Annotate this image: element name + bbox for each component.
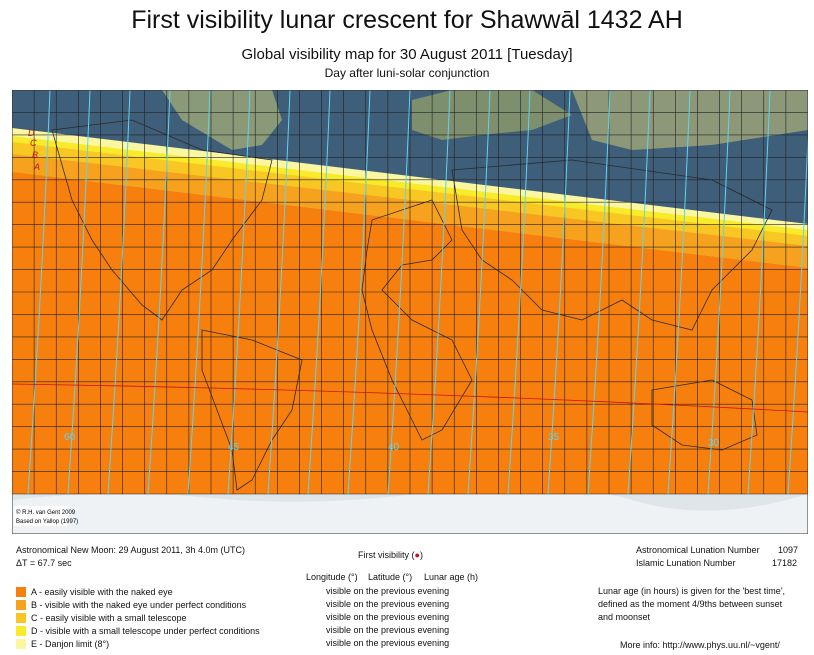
meridian-curve (427, 90, 451, 495)
islamic-lunation-label: Islamic Lunation Number (636, 558, 736, 568)
meridian-curve (467, 90, 491, 495)
lunation-number-label: Astronomical Lunation Number (636, 545, 760, 555)
lunar-age-note-1: Lunar age (in hours) is given for the 'b… (598, 586, 786, 596)
islamic-lunation-value: 17182 (772, 558, 798, 568)
europe-africa-outline (361, 199, 473, 441)
legend-row: A - easily visible with the naked eye (16, 586, 173, 598)
meridian-curve (27, 90, 51, 495)
legend-row: C - easily visible with a small telescop… (16, 612, 187, 624)
legend-label: E - Danjon limit (8°) (31, 639, 110, 649)
lat-long-grid (12, 90, 808, 495)
meridian-curve (667, 90, 691, 495)
meridian-label-40: 40 (388, 442, 400, 453)
asia-outline (451, 159, 773, 331)
meridian-curve (147, 90, 171, 495)
north-america-outline (51, 119, 273, 321)
zone-letter-c: C (30, 138, 37, 148)
south-america-outline (201, 329, 303, 491)
meridian-curve (507, 90, 531, 495)
legend-label: B - visible with the naked eye under per… (31, 600, 247, 610)
legend-row: D - visible with a small telescope under… (16, 625, 260, 637)
meridian-curve (67, 90, 91, 495)
antarctic-coast (12, 485, 808, 534)
legend-visibility-note: visible on the previous evening (326, 638, 450, 648)
column-longitude: Longitude (°) (306, 572, 358, 582)
legend-row: B - visible with the naked eye under per… (16, 599, 246, 611)
meridian-curve (587, 90, 611, 495)
lunar-age-note-2: defined as the moment 4/9ths between sun… (598, 599, 783, 609)
legend-swatch (16, 587, 26, 597)
meridian-curve (187, 90, 211, 495)
meridian-curve (547, 90, 571, 495)
first-visibility-close: ) (419, 550, 423, 560)
first-visibility-heading: First visibility (●) (358, 550, 423, 560)
red-reference-line (12, 383, 808, 413)
first-visibility-marker-icon: ● (414, 550, 420, 560)
australia-outline (651, 379, 758, 451)
legend-swatch (16, 626, 26, 636)
meridian-label-45: 45 (228, 442, 240, 453)
meridian-curve (707, 90, 731, 495)
legend-visibility-note: visible on the previous evening (326, 625, 450, 635)
credit-line-2: Based on Yallop (1997) (16, 519, 78, 525)
meridian-label-60: 60 (64, 432, 76, 443)
meridian-curve (267, 90, 291, 495)
legend-visibility-note: visible on the previous evening (326, 612, 450, 622)
visibility-map: 60 45 40 35 30 D C B A © R.H. van Gent 2… (12, 90, 808, 534)
legend-label: A - easily visible with the naked eye (31, 587, 173, 597)
continent-outlines (51, 119, 773, 491)
meridian-curve (747, 90, 771, 495)
page-title: First visibility lunar crescent for Shaw… (131, 6, 683, 34)
meridian-curve (387, 90, 411, 495)
zone-letter-d: D (28, 128, 35, 138)
meridian-curve (627, 90, 651, 495)
meridian-labels: 60 45 40 35 30 (64, 432, 720, 453)
legend-swatch (16, 639, 26, 649)
meridian-curve (107, 90, 131, 495)
column-latitude: Latitude (°) (368, 572, 413, 582)
credit-box (14, 506, 68, 526)
first-visibility-label: First visibility ( (358, 550, 415, 560)
meridian-label-30: 30 (708, 438, 720, 449)
lunation-number-value: 1097 (778, 545, 799, 555)
legend-visibility-note: visible on the previous evening (326, 586, 450, 596)
map-subtitle: Global visibility map for 30 August 2011… (241, 46, 573, 63)
more-info-link[interactable]: More info: http://www.phys.uu.nl/~vgent/ (620, 640, 780, 650)
credit-line-1: © R.H. van Gent 2009 (16, 509, 76, 516)
legend-label: C - easily visible with a small telescop… (31, 613, 187, 623)
new-moon-info: Astronomical New Moon: 29 August 2011, 3… (16, 545, 245, 555)
zone-letter-a: A (33, 162, 40, 172)
zone-letters: D C B A (28, 128, 40, 172)
meridian-curve (227, 90, 251, 495)
lunar-age-note-3: and moonset (598, 612, 651, 622)
meridian-curve (307, 90, 331, 495)
legend-label: D - visible with a small telescope under… (31, 626, 260, 636)
delta-t-info: ΔT = 67.7 sec (16, 558, 72, 568)
meridian-label-35: 35 (548, 432, 560, 443)
zone-letter-b: B (32, 150, 38, 160)
scandinavia-land (412, 90, 572, 140)
legend-visibility-note: visible on the previous evening (326, 599, 450, 609)
column-lunar-age: Lunar age (h) (424, 572, 479, 582)
meridian-curve (347, 90, 371, 495)
legend-swatch (16, 600, 26, 610)
legend-row: E - Danjon limit (8°) (16, 638, 109, 650)
map-subtitle-secondary: Day after luni-solar conjunction (324, 66, 490, 80)
legend-swatch (16, 613, 26, 623)
